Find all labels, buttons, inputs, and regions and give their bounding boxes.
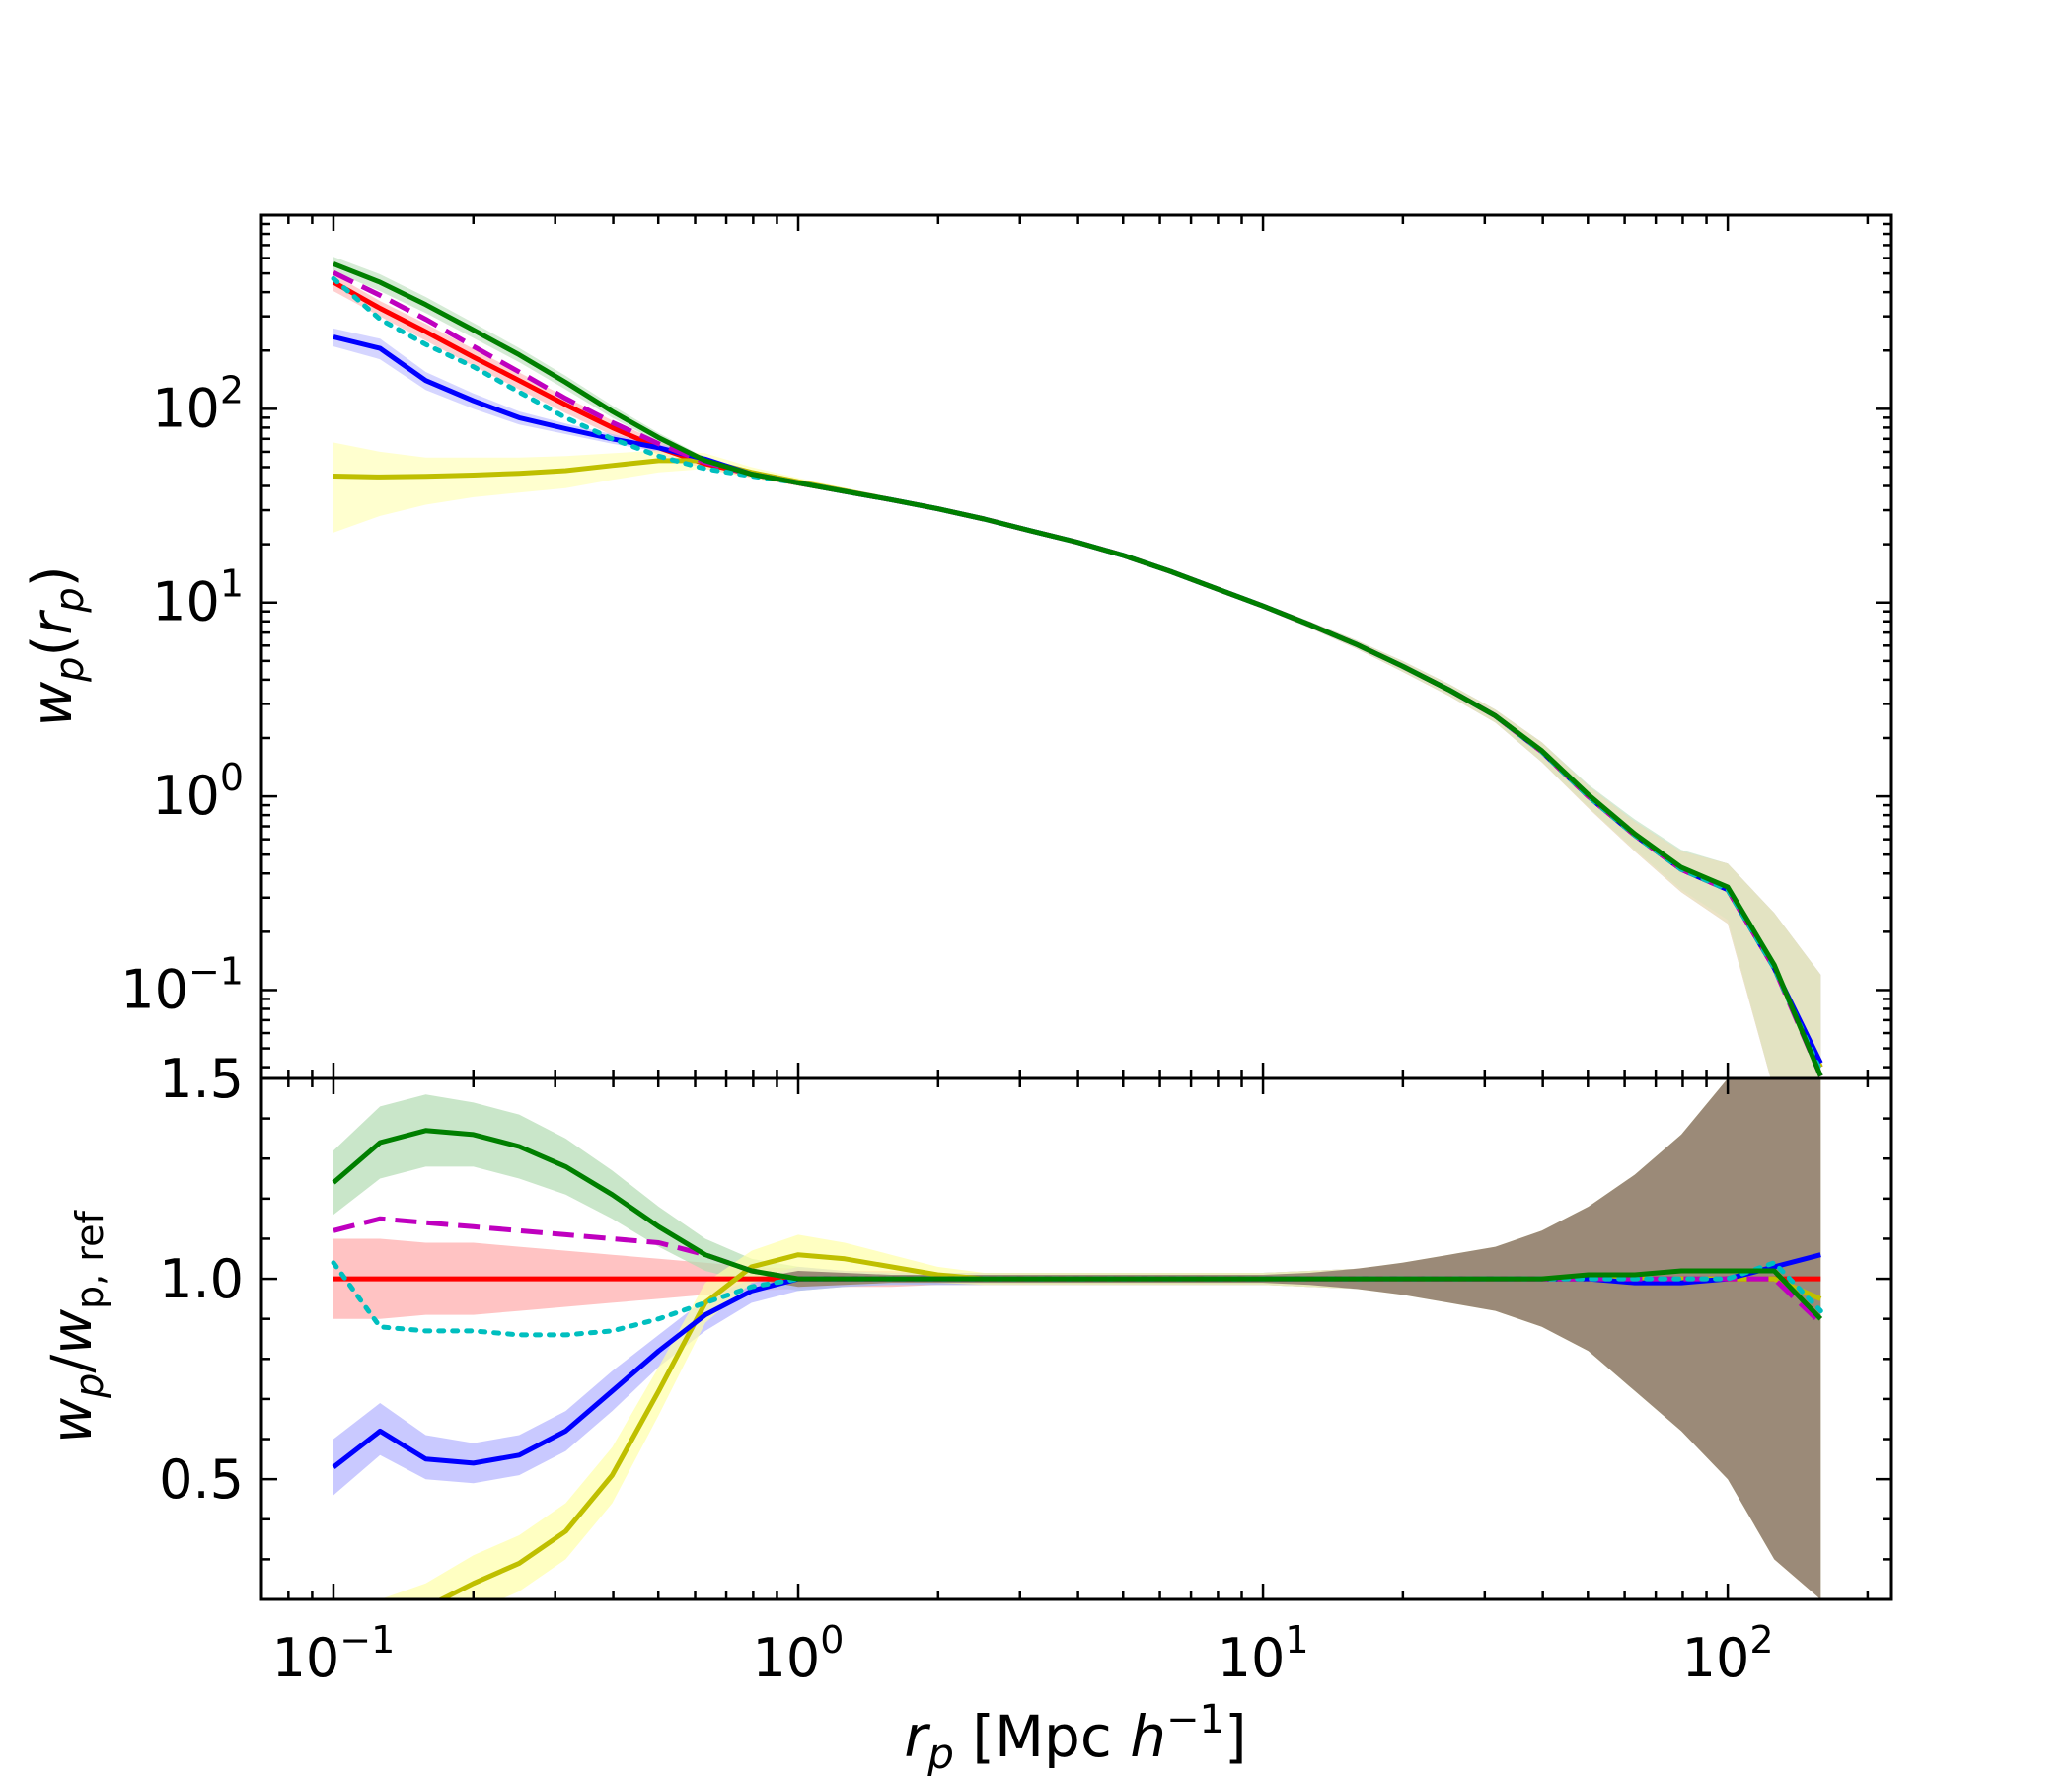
top-band-reference-red xyxy=(333,274,1821,1078)
bottom-line-cyan-dotted xyxy=(331,1260,1823,1338)
top-line-green xyxy=(333,261,1823,1077)
bottom-panel-lines xyxy=(331,1128,1823,1599)
top-line-magenta-dashed xyxy=(332,270,1823,1077)
bottom-band-yellow xyxy=(380,1078,1821,1599)
top-y-tick-label: 102 xyxy=(152,368,244,439)
top-line-yellow xyxy=(333,458,1823,1069)
top-line-reference-red xyxy=(332,279,1823,1069)
bottom-line-green xyxy=(332,1128,1823,1321)
bottom-y-axis-label: wp/wp, ref xyxy=(40,1210,112,1443)
bottom-band-green xyxy=(333,1078,1821,1599)
top-y-tick-label: 10−1 xyxy=(120,949,244,1020)
x-tick-label: 10−1 xyxy=(272,1618,396,1689)
x-tick-label: 101 xyxy=(1218,1618,1309,1689)
x-axis-label: rp [Mpc h−1] xyxy=(904,1697,1246,1776)
bottom-panel-bands xyxy=(333,1078,1821,1599)
bottom-panel-frame xyxy=(259,1076,1893,1601)
bottom-y-tick-label: 1.5 xyxy=(159,1048,244,1110)
bottom-y-tick-label: 1.0 xyxy=(159,1248,244,1310)
top-y-tick-label: 100 xyxy=(152,756,244,827)
top-y-tick-label: 101 xyxy=(152,562,244,633)
x-tick-label: 102 xyxy=(1682,1618,1774,1689)
bottom-y-tick-label: 0.5 xyxy=(159,1448,244,1511)
tick-labels: 10−1 100 101 102 0.5 1.0 1.5 10−1 100 101 102 xyxy=(120,368,1773,1689)
top-panel-lines xyxy=(331,261,1823,1077)
top-line-blue xyxy=(333,334,1823,1065)
top-y-axis-label: wp(rp) xyxy=(21,565,93,726)
x-tick-label: 100 xyxy=(753,1618,845,1689)
bottom-line-magenta-dashed xyxy=(333,1216,1823,1325)
